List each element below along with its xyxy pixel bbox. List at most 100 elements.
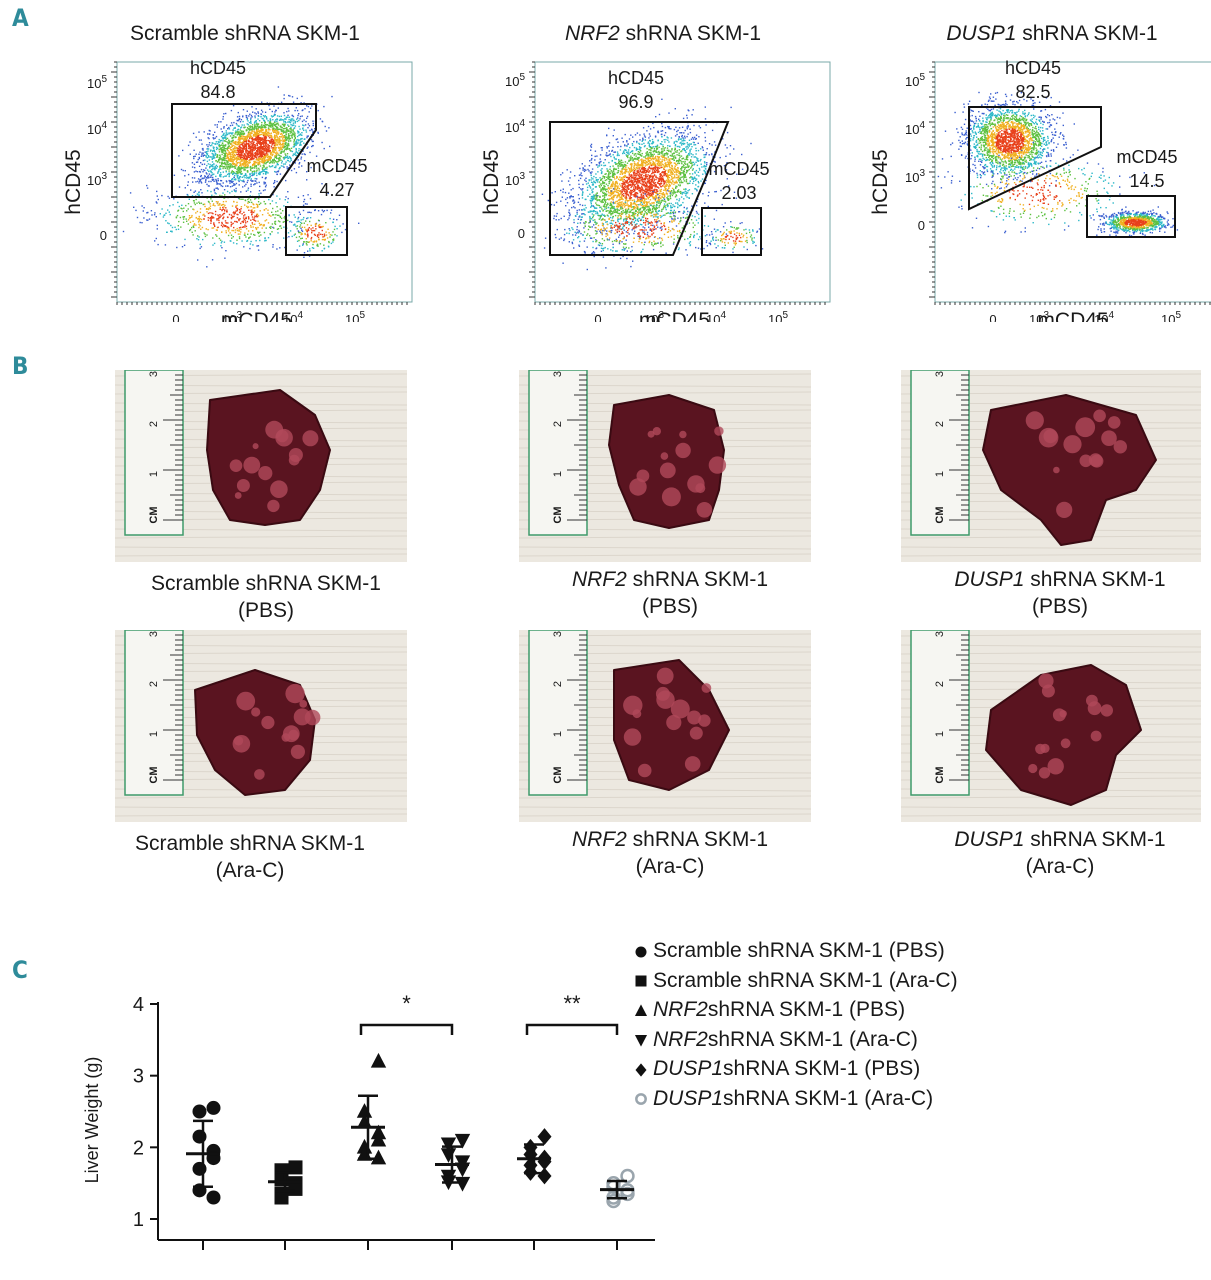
data-point xyxy=(634,1035,648,1047)
ruler-unit: CM xyxy=(934,506,946,523)
ruler-mark: 3 xyxy=(552,371,564,377)
x-axis-label: mCD45 xyxy=(1037,309,1108,322)
significance-bracket xyxy=(525,1023,619,1035)
chart-legend: Scramble shRNA SKM-1 (PBS) Scramble shRN… xyxy=(631,936,958,1113)
liver-photo: 1 2 3 CM xyxy=(901,370,1201,562)
gate-label-hcd45: hCD45 xyxy=(190,58,246,78)
ruler-mark: 1 xyxy=(148,471,160,477)
data-point xyxy=(274,1172,289,1187)
series-group xyxy=(268,1160,303,1205)
y-axis-label: Liver Weight (g) xyxy=(82,1057,102,1184)
liver-photo: 1 2 3 CM xyxy=(519,370,811,562)
x-tick-label: 105 xyxy=(1161,310,1181,322)
significance-label: ** xyxy=(563,991,581,1016)
plot-frame xyxy=(934,61,1211,303)
data-point xyxy=(440,1148,457,1163)
data-point xyxy=(440,1137,457,1153)
ruler-unit: CM xyxy=(552,506,564,523)
liver-organ xyxy=(194,669,316,796)
data-point xyxy=(192,1104,207,1119)
liver-organ xyxy=(985,664,1142,806)
x-tick-label: 103 xyxy=(644,310,664,322)
x-tick-label: 105 xyxy=(768,310,788,322)
hcd45-gate xyxy=(171,103,317,198)
legend-item: DUSP1 shRNA SKM-1 (PBS) xyxy=(631,1054,958,1084)
ruler-mark: 1 xyxy=(148,731,160,737)
y-tick-label: 1 xyxy=(133,1209,144,1231)
liver-photo: 1 2 3 CM xyxy=(115,630,407,822)
x-tick-label: 104 xyxy=(283,310,303,322)
series-group xyxy=(186,1100,221,1205)
ruler-unit: CM xyxy=(934,766,946,783)
data-point xyxy=(454,1176,471,1192)
y-tick-label: 104 xyxy=(87,120,107,137)
ruler-mark: 1 xyxy=(552,731,564,737)
ruler-unit: CM xyxy=(148,506,160,523)
ruler-unit: CM xyxy=(552,766,564,783)
data-point xyxy=(635,975,647,987)
series-group xyxy=(351,1052,387,1165)
ruler-mark: 1 xyxy=(934,731,946,737)
y-tick-label: 0 xyxy=(100,228,107,243)
photo-caption: NRF2 shRNA SKM-1 (Ara-C) xyxy=(571,828,769,878)
gate-value-mcd45: 14.5 xyxy=(1129,171,1164,191)
gate-label-mcd45: mCD45 xyxy=(1116,147,1177,167)
tumor-nodules xyxy=(629,426,727,518)
data-point xyxy=(370,1149,387,1165)
ruler: 1 2 3 CM xyxy=(124,630,184,796)
liver-photo: 1 2 3 CM xyxy=(115,370,407,562)
photo-caption: DUSP1 shRNA SKM-1 (PBS) xyxy=(954,568,1166,618)
ruler-mark: 1 xyxy=(934,471,946,477)
data-point xyxy=(370,1052,387,1068)
y-axis-label: hCD45 xyxy=(62,149,85,214)
data-point xyxy=(288,1160,303,1175)
x-tick-label: 105 xyxy=(345,310,365,322)
data-point xyxy=(370,1131,387,1147)
x-axis-label: mCD45 xyxy=(221,309,292,322)
event-dots xyxy=(122,86,360,268)
series-group xyxy=(517,1128,552,1185)
data-point xyxy=(206,1190,221,1205)
data-point xyxy=(635,946,647,958)
y-tick-label: 3 xyxy=(133,1066,144,1088)
ruler: 1 2 3 CM xyxy=(910,630,970,796)
panel-letter-a: A xyxy=(12,4,29,32)
ruler: 1 2 3 CM xyxy=(910,370,970,536)
tumor-nodules xyxy=(232,683,321,780)
tumor-nodules xyxy=(229,420,319,513)
flow-plot-nrf2: NRF2 shRNA SKM-1 hCD45 96.9 mCD45 2.03 0 103 1… xyxy=(478,22,848,322)
flow-plot-canvas: hCD45 82.5 mCD45 14.5 0 103 104 105 0 103 104 105 mC… xyxy=(869,58,1211,322)
hcd45-gate xyxy=(968,106,1102,211)
ruler-mark: 3 xyxy=(934,631,946,637)
panel-letter-b: B xyxy=(12,352,29,380)
flow-plot-title: NRF2 shRNA SKM-1 xyxy=(564,22,762,45)
data-point xyxy=(620,1168,635,1184)
ruler-mark: 2 xyxy=(934,421,946,427)
y-tick-label: 103 xyxy=(905,168,925,185)
x-tick-label: 0 xyxy=(172,312,179,322)
gate-label-mcd45: mCD45 xyxy=(306,156,367,176)
ruler-mark: 2 xyxy=(552,681,564,687)
liver-organ xyxy=(206,389,331,526)
ruler-mark: 2 xyxy=(934,681,946,687)
liver-photo: 1 2 3 CM xyxy=(901,630,1201,822)
y-tick-label: 103 xyxy=(87,171,107,188)
x-tick-label: 104 xyxy=(706,310,726,322)
ruler-mark: 3 xyxy=(552,631,564,637)
y-tick-label: 103 xyxy=(505,171,525,188)
gate-label-hcd45: hCD45 xyxy=(1005,58,1061,78)
gate-value-mcd45: 2.03 xyxy=(721,183,756,203)
series-group xyxy=(600,1168,635,1209)
legend-item: Scramble shRNA SKM-1 (PBS) xyxy=(631,936,958,966)
tumor-nodules xyxy=(1025,409,1127,518)
data-point xyxy=(620,1186,635,1202)
gate-value-hcd45: 82.5 xyxy=(1015,82,1050,102)
legend-item: NRF2 shRNA SKM-1 (PBS) xyxy=(631,995,958,1025)
ruler: 1 2 3 CM xyxy=(124,370,184,536)
mcd45-gate xyxy=(285,206,348,256)
flow-plot-scramble: Scramble shRNA SKM-1 hCD45 84.8 mCD45 4.27 0… xyxy=(60,22,430,322)
liver-photo: 1 2 3 CM xyxy=(519,630,811,822)
significance-label: * xyxy=(402,991,411,1016)
x-tick-label: 0 xyxy=(594,312,601,322)
